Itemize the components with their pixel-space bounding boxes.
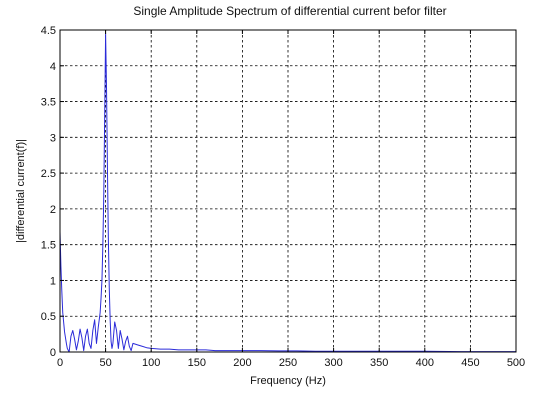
y-tick-label-2: 1 [50,275,56,287]
x-tick-label-8: 400 [416,357,434,369]
x-tick-label-7: 350 [370,357,388,369]
y-tick-label-6: 3 [50,132,56,144]
y-tick-label-8: 4 [50,61,56,73]
y-tick-label-9: 4.5 [41,25,56,37]
y-tick-label-1: 0.5 [41,311,56,323]
x-tick-label-4: 200 [233,357,251,369]
x-tick-labels: 0 50 100 150 200 250 300 350 400 450 500 [57,357,525,369]
x-tick-label-10: 500 [507,357,525,369]
axis-ticks [59,29,517,353]
y-tick-label-7: 3.5 [41,97,56,109]
y-tick-label-3: 1.5 [41,240,56,252]
x-tick-label-0: 0 [57,357,63,369]
x-tick-label-1: 50 [99,357,111,369]
x-axis-label: Frequency (Hz) [250,375,326,387]
x-tick-label-3: 150 [188,357,206,369]
plot-area [59,33,516,353]
x-tick-label-9: 450 [461,357,479,369]
y-tick-label-0: 0 [50,347,56,359]
chart-title: Single Amplitude Spectrum of differentia… [133,4,446,18]
y-tick-label-4: 2 [50,204,56,216]
x-tick-label-5: 250 [279,357,297,369]
y-tick-labels: 0 0.5 1 1.5 2 2.5 3 3.5 4 4.5 [41,25,56,359]
y-axis-label: |differential current(f)| [15,139,27,243]
y-tick-label-5: 2.5 [41,168,56,180]
spectrum-series-line-0 [59,33,516,353]
x-tick-label-6: 300 [324,357,342,369]
grid [60,30,516,352]
x-tick-label-2: 100 [142,357,160,369]
